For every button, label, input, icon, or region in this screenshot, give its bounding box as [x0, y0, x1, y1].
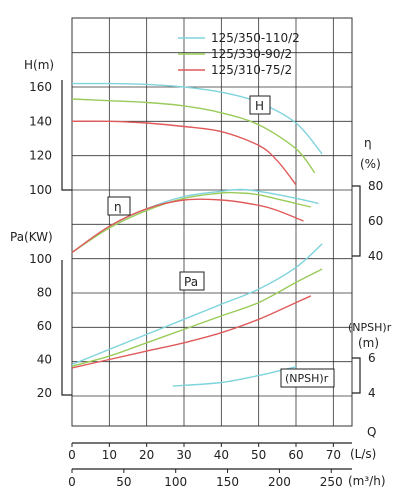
q-m3h-unit-label: (m³/h) [348, 474, 386, 488]
legend-label-3: 125/310-75/2 [211, 63, 292, 77]
curve-label-npsh: (NPSH)r [280, 368, 335, 388]
h-tick-label: 120 [29, 149, 52, 163]
pa-tick-label: 20 [37, 386, 52, 400]
pa-tick-label: 60 [37, 319, 52, 333]
h-tick-label: 160 [29, 80, 52, 94]
npsh-axis-unit: (m) [358, 336, 379, 350]
eta-axis-unit: (%) [360, 157, 381, 171]
q-m3h-tick-label: 100 [164, 475, 187, 489]
series-lines [71, 82, 323, 387]
curve-label-eta: η [107, 196, 131, 216]
q-m3h-tick-label: 150 [216, 475, 239, 489]
q-m3h-tick-label: 250 [320, 475, 343, 489]
series-1-pa-curve [71, 243, 323, 366]
curve-label-h: H [249, 95, 271, 115]
h-axis-line [61, 80, 72, 191]
axes [61, 80, 361, 470]
legend-label-1: 125/350-110/2 [211, 31, 300, 45]
q-ls-tick-label: 20 [139, 448, 154, 462]
q-m3h-tick-label: 0 [68, 475, 76, 489]
q-ls-tick-label: 70 [326, 448, 341, 462]
pa-axis-line [61, 260, 72, 396]
npsh-tick-label: 6 [368, 351, 376, 365]
q-ls-tick-label: 60 [288, 448, 303, 462]
eta-tick-label: 40 [368, 249, 383, 263]
svg-text:(NPSH)r: (NPSH)r [285, 372, 329, 385]
pa-axis-label: Pa(KW) [10, 230, 53, 244]
eta-axis-label: η [364, 136, 372, 150]
legend-label-2: 125/330-90/2 [211, 47, 292, 61]
q-m3h-tick-label: 50 [116, 475, 131, 489]
q-ls-tick-label: 10 [102, 448, 117, 462]
h-tick-label: 140 [29, 114, 52, 128]
curve-label-pa: Pa [179, 271, 205, 291]
pa-tick-label: 100 [29, 252, 52, 266]
npsh-axis-line [352, 357, 361, 394]
npsh-axis-label: (NPSH)r [348, 321, 392, 334]
pa-tick-label: 80 [37, 286, 52, 300]
series-1-h-curve [71, 82, 323, 155]
q-m3h-tick-label: 200 [268, 475, 291, 489]
npsh-tick-label: 4 [368, 386, 376, 400]
series-3-eta-curve [71, 198, 304, 254]
q-axis-label: Q [367, 425, 376, 439]
q-ls-tick-label: 0 [68, 448, 76, 462]
h-tick-label: 100 [29, 183, 52, 197]
series-2-pa-curve [71, 268, 323, 367]
q-ls-tick-label: 50 [251, 448, 266, 462]
grid-frame [71, 17, 353, 427]
h-axis-label: H(m) [24, 58, 54, 72]
eta-tick-label: 60 [368, 214, 383, 228]
series-2-h-curve [71, 98, 316, 174]
svg-text:η: η [114, 200, 122, 214]
eta-tick-label: 80 [368, 179, 383, 193]
series-3-pa-curve [71, 295, 312, 369]
legend: 125/350-110/2 125/330-90/2 125/310-75/2 [178, 31, 300, 77]
q-ls-tick-label: 40 [214, 448, 229, 462]
svg-text:Pa: Pa [184, 275, 198, 289]
svg-text:H: H [255, 99, 264, 113]
series-1-npshr-curve [172, 366, 297, 387]
eta-axis-line [352, 185, 361, 257]
series-2-eta-curve [71, 191, 312, 254]
q-ls-tick-label: 30 [176, 448, 191, 462]
series-3-h-curve [71, 120, 297, 186]
q-ls-unit-label: (L/s) [350, 447, 376, 461]
pa-tick-label: 40 [37, 353, 52, 367]
grid [71, 17, 353, 427]
